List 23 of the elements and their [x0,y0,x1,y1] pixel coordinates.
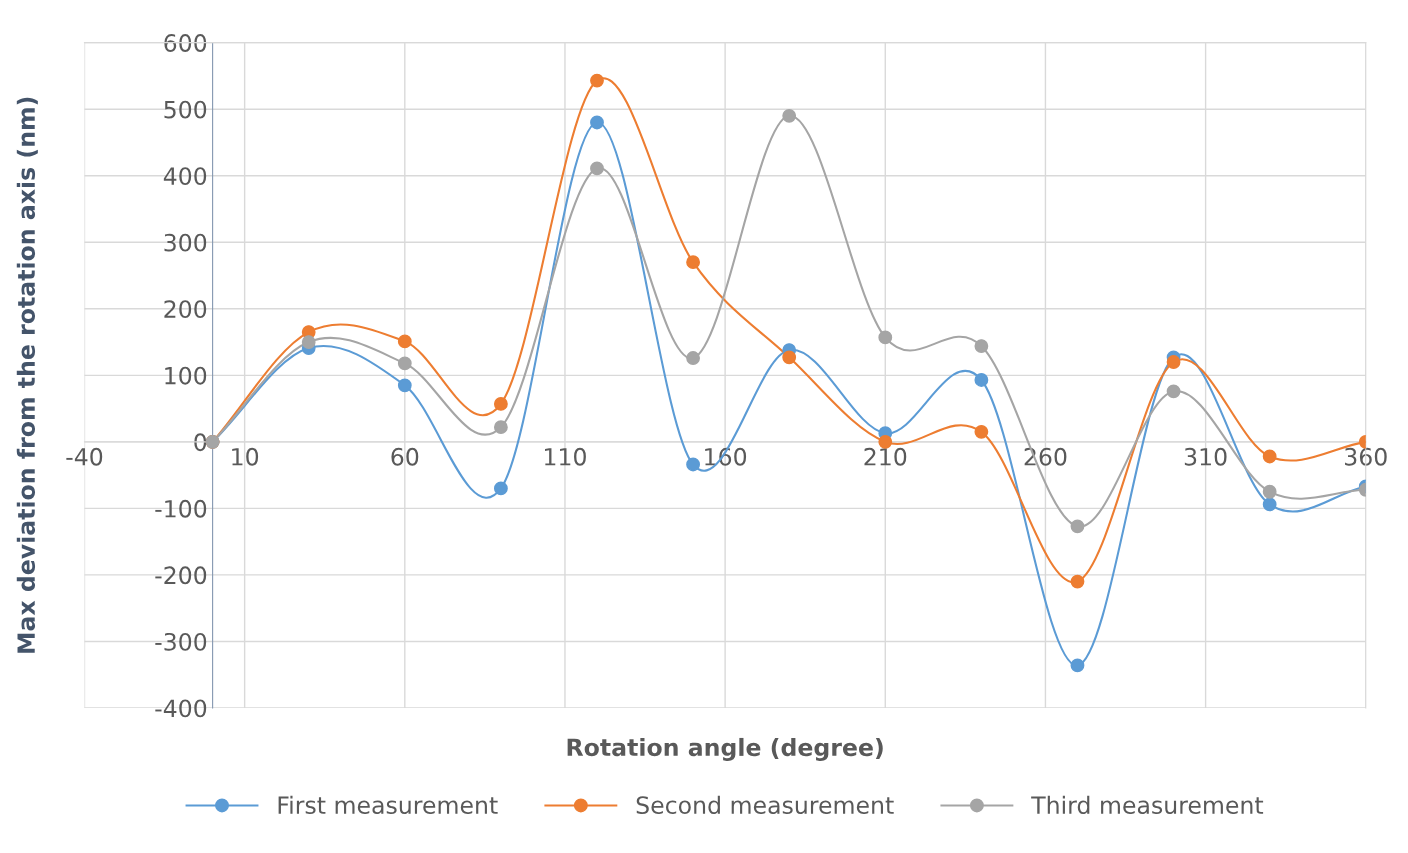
legend-label: First measurement [278,795,498,815]
y-tick-label: 100 [165,366,207,385]
x-tick-label: 310 [1184,447,1227,466]
x-tick-label: 360 [1345,447,1387,466]
x-tick-label: -40 [66,447,103,466]
y-tick-label: -200 [155,566,207,585]
y-tick-label: 300 [164,233,207,252]
y-tick-label: 400 [163,167,207,186]
legend-label: Second measurement [636,795,894,815]
legend-label: Third measurement [1031,795,1264,815]
y-tick-label: 200 [164,300,207,319]
x-tick-label: 110 [545,447,586,466]
y-tick-label: -400 [155,699,207,718]
x-tick-label: 260 [1024,447,1067,466]
y-axis-title: Max deviation from the rotation axis (nm) [16,97,38,653]
x-tick-label: 10 [232,447,259,466]
y-tick-label: -300 [155,632,207,651]
x-tick-label: 60 [391,447,419,466]
x-axis-title: Rotation angle (degree) [567,737,883,761]
y-tick-label: 0 [194,433,207,452]
x-tick-label: 210 [864,447,907,466]
y-tick-label: 500 [164,100,207,119]
y-tick-label: -100 [155,499,207,518]
